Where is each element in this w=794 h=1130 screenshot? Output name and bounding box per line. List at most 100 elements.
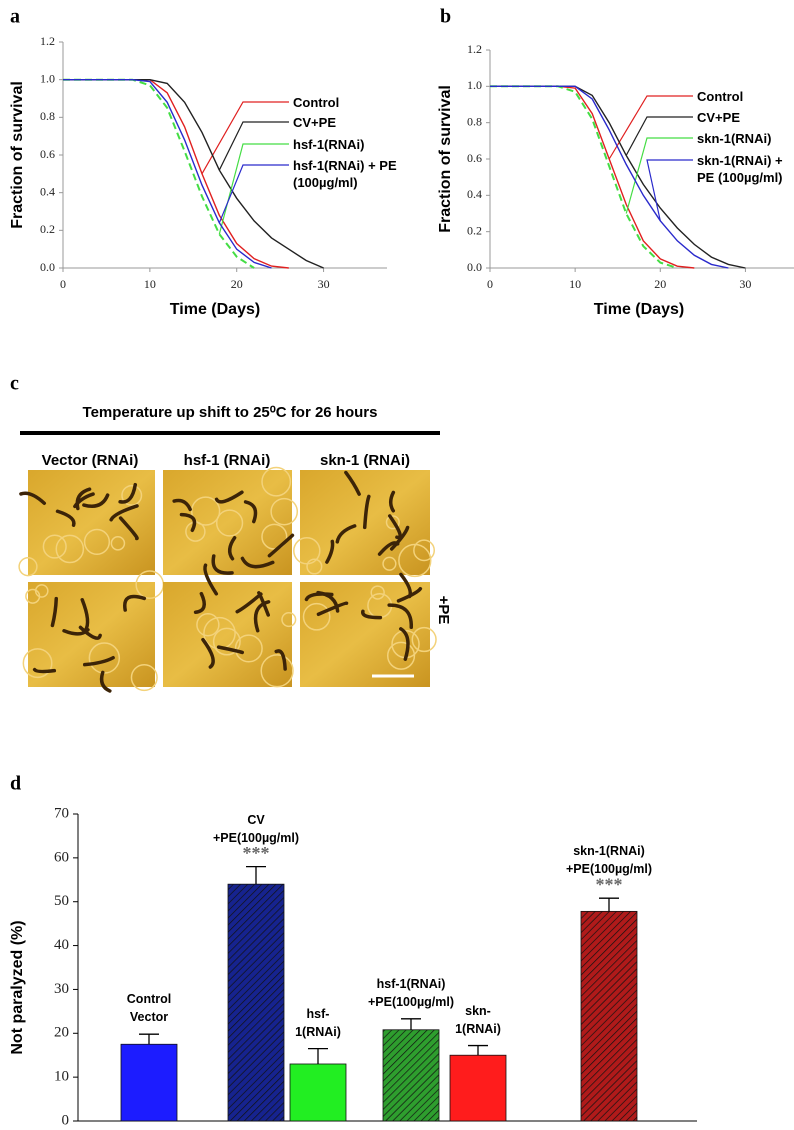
worm xyxy=(227,535,237,561)
bar-label: skn-1(RNAi) xyxy=(455,1003,501,1036)
survival-curve xyxy=(63,78,255,269)
x-tick-label: 30 xyxy=(739,277,751,291)
x-tick-label: 30 xyxy=(318,277,330,291)
micrograph xyxy=(163,470,292,575)
survival-curve xyxy=(490,85,729,269)
y-tick-label: 0.8 xyxy=(467,114,482,128)
bubble xyxy=(130,663,158,692)
worm xyxy=(203,563,219,596)
y-tick-label: 0.4 xyxy=(40,184,55,198)
panel-c-title: Temperature up shift to 25⁰C for 26 hour… xyxy=(83,404,378,421)
legend-label: Control xyxy=(697,89,744,104)
error-bar xyxy=(468,1044,488,1056)
worm xyxy=(19,491,47,505)
bar xyxy=(289,1063,347,1122)
worm xyxy=(78,625,102,640)
x-axis-title: Time (Days) xyxy=(594,301,684,318)
y-tick-label: 30 xyxy=(54,981,69,997)
y-tick-label: 70 xyxy=(54,805,69,821)
bubble xyxy=(261,466,292,497)
bubble xyxy=(281,612,297,628)
worm xyxy=(235,592,263,614)
worm xyxy=(389,525,410,551)
column-header: hsf-1 (RNAi) xyxy=(184,452,271,469)
column-header: skn-1 (RNAi) xyxy=(320,452,410,469)
bubble xyxy=(121,484,143,506)
bubble xyxy=(370,585,385,600)
panel-label: b xyxy=(440,6,451,28)
error-bar xyxy=(308,1047,328,1064)
error-bar xyxy=(139,1033,159,1045)
worm xyxy=(82,656,115,667)
worm xyxy=(179,512,197,533)
worm xyxy=(335,524,357,544)
y-tick-label: 0.6 xyxy=(467,151,482,165)
worm xyxy=(123,594,147,612)
y-axis-title: Fraction of survival xyxy=(9,81,26,229)
bubble xyxy=(196,613,220,637)
worm xyxy=(214,490,244,504)
worm xyxy=(388,514,402,540)
worm xyxy=(325,539,335,564)
legend-leader xyxy=(625,137,693,214)
error-bar xyxy=(246,865,266,885)
worm xyxy=(118,482,138,504)
column-header: Vector (RNAi) xyxy=(42,452,139,469)
bubble xyxy=(234,634,263,663)
y-tick-label: 20 xyxy=(54,1025,69,1041)
worm xyxy=(344,470,361,496)
survival-curve xyxy=(490,85,678,269)
worm xyxy=(109,504,139,522)
x-tick-label: 0 xyxy=(60,277,66,291)
y-tick-label: 0.2 xyxy=(40,222,55,236)
survival-curve xyxy=(490,85,695,269)
legend-leader xyxy=(218,121,289,171)
bubble xyxy=(212,627,241,656)
x-tick-label: 10 xyxy=(569,277,581,291)
bar-label: hsf-1(RNAi) +PE(100µg/ml) xyxy=(367,976,455,1009)
legend-leader xyxy=(608,95,693,160)
worm xyxy=(201,637,215,669)
bubble xyxy=(83,528,111,555)
panel-label: c xyxy=(10,373,19,395)
y-tick-label: 1.2 xyxy=(467,42,482,56)
x-axis-title: Time (Days) xyxy=(170,301,260,318)
legend-label: skn-1(RNAi) + PE (100µg/ml) xyxy=(697,153,783,185)
bubble xyxy=(42,534,67,559)
worm xyxy=(240,556,275,569)
worm xyxy=(387,603,414,630)
worm xyxy=(253,600,271,633)
x-tick-label: 20 xyxy=(654,277,666,291)
worm xyxy=(377,541,400,556)
bubble xyxy=(302,602,331,631)
worm xyxy=(274,649,287,671)
bubble xyxy=(55,534,85,564)
bar-label: skn-1(RNAi) +PE(100µg/ml) xyxy=(565,844,653,877)
bubble xyxy=(110,536,126,551)
worm xyxy=(211,554,234,575)
y-tick-label: 50 xyxy=(54,893,69,909)
bar xyxy=(120,1043,178,1122)
micrograph xyxy=(300,582,430,687)
worm xyxy=(118,516,139,541)
worm xyxy=(399,627,410,661)
bubble xyxy=(382,556,397,571)
legend-leader xyxy=(201,101,289,175)
error-bar xyxy=(401,1018,421,1030)
x-tick-label: 20 xyxy=(231,277,243,291)
y-tick-label: 0.0 xyxy=(40,260,55,274)
bubble xyxy=(215,509,244,537)
worm xyxy=(388,490,396,513)
panel-label: a xyxy=(10,6,20,28)
bubble xyxy=(306,558,323,575)
legend-leader xyxy=(646,159,693,221)
bar xyxy=(227,883,285,1122)
y-tick-label: 10 xyxy=(54,1069,69,1085)
bar xyxy=(382,1029,440,1122)
worm xyxy=(216,645,244,655)
legend-leader xyxy=(218,164,289,224)
survival-curve xyxy=(63,79,272,269)
worm xyxy=(316,601,349,617)
legend-label: Control xyxy=(293,95,340,110)
